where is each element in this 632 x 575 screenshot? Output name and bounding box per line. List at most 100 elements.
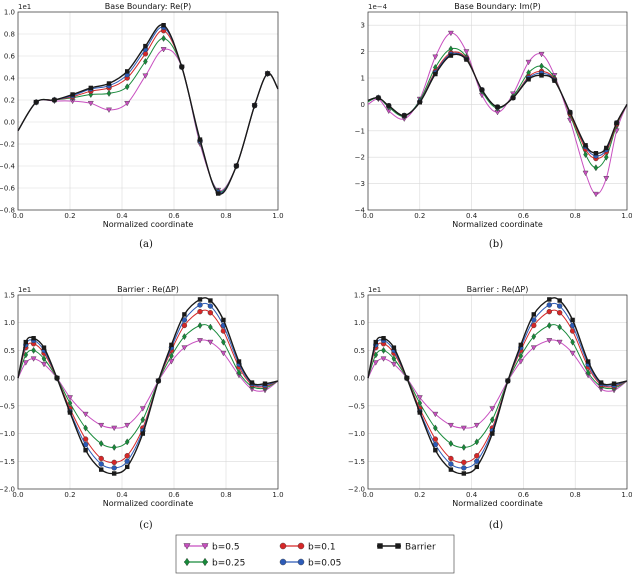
data-point (265, 71, 270, 76)
data-point (67, 395, 73, 401)
chart-title: Base Boundary: Im(P) (454, 2, 540, 11)
x-tick-label: 0.8 (220, 491, 231, 499)
x-tick-label: 0.6 (518, 212, 530, 220)
y-tick-label: −0.5 (0, 402, 15, 410)
legend-label: b=0.05 (308, 559, 341, 569)
data-point (373, 339, 378, 345)
data-point (448, 53, 454, 58)
legend-marker (297, 558, 305, 566)
data-point (598, 380, 604, 385)
data-point (111, 459, 117, 466)
data-point (474, 453, 480, 459)
data-point (124, 422, 131, 429)
y-scale-label: 1e−4 (368, 3, 388, 11)
plot-area (18, 295, 278, 489)
legend-label: Barrier (405, 543, 436, 553)
x-tick-label: 0.2 (414, 491, 425, 499)
data-point (433, 447, 438, 453)
data-point (593, 164, 599, 172)
data-point (23, 339, 29, 345)
data-point (404, 375, 410, 381)
data-point (111, 425, 118, 432)
legend-entry: b=0.1 (279, 542, 336, 553)
data-point (23, 351, 29, 359)
data-point (391, 355, 397, 363)
plot-frame (367, 11, 628, 211)
legend-marker (183, 543, 191, 550)
data-point (567, 110, 573, 115)
data-point (546, 302, 552, 308)
data-point (111, 465, 117, 471)
data-point (98, 461, 104, 467)
data-point (546, 308, 552, 315)
chart-panel-d: 0.0 0.2 0.4 0.6 0.8 1.0 −2.0 −1.5 −1.0 −0.5 0.0 0.5… (348, 285, 632, 531)
data-point (460, 425, 467, 432)
y-tick-label: 1.0 (4, 9, 15, 17)
x-tick-label: 0.4 (466, 491, 478, 499)
plot-frame (17, 11, 279, 211)
data-point (557, 323, 562, 331)
data-point (197, 297, 203, 302)
data-point (372, 360, 379, 366)
data-point (556, 310, 563, 316)
data-point (207, 339, 214, 346)
y-tick-label: −1.5 (348, 458, 365, 466)
data-point (41, 355, 47, 363)
data-point (391, 345, 397, 350)
data-point (583, 151, 588, 159)
legend-entry: b=0.05 (279, 558, 341, 569)
data-point (161, 34, 166, 42)
data-point (447, 30, 454, 37)
data-point (41, 345, 47, 350)
data-point (31, 336, 36, 341)
x-tick-label: 0.4 (116, 212, 128, 220)
y-tick-label: 0.6 (4, 53, 16, 61)
data-point (98, 440, 104, 448)
data-point (464, 57, 469, 62)
data-point (124, 101, 131, 107)
data-point (179, 64, 185, 70)
data-point (215, 191, 221, 196)
data-point (197, 338, 203, 344)
data-point (448, 440, 454, 448)
y-tick-label: −3 (355, 180, 365, 188)
x-tick-label: 0.6 (168, 212, 180, 220)
data-point (197, 137, 203, 142)
data-point (461, 443, 467, 451)
data-point (54, 375, 60, 381)
x-axis-label: Normalized coordinate (452, 220, 543, 229)
data-point (234, 163, 239, 169)
legend-marker (297, 542, 305, 550)
data-point (570, 317, 575, 323)
data-point (124, 438, 130, 446)
plot-frame (367, 294, 628, 490)
y-tick-label: −1.0 (348, 430, 365, 438)
legend-box (175, 534, 455, 574)
data-point (461, 459, 467, 466)
data-point (546, 322, 552, 329)
y-tick-label: −1.0 (0, 430, 15, 438)
data-point (98, 467, 104, 472)
data-point (22, 360, 29, 366)
data-point (417, 100, 423, 105)
y-tick-label: 2 (361, 48, 365, 56)
data-point (160, 47, 167, 53)
data-point (539, 73, 544, 78)
x-tick-label: 1.0 (621, 491, 632, 499)
x-tick-label: 0.0 (12, 212, 23, 220)
data-point (473, 422, 480, 429)
data-point (98, 455, 104, 462)
data-point (124, 458, 130, 464)
data-point (87, 101, 94, 107)
data-point (448, 461, 454, 467)
data-point (463, 49, 470, 55)
x-tick-label: 0.6 (168, 491, 180, 499)
data-point (111, 471, 117, 476)
data-point (474, 464, 479, 470)
data-point (52, 97, 57, 103)
x-axis-label: Normalized coordinate (452, 499, 543, 508)
data-point (546, 338, 553, 344)
data-point (140, 431, 146, 436)
data-point (433, 424, 438, 432)
